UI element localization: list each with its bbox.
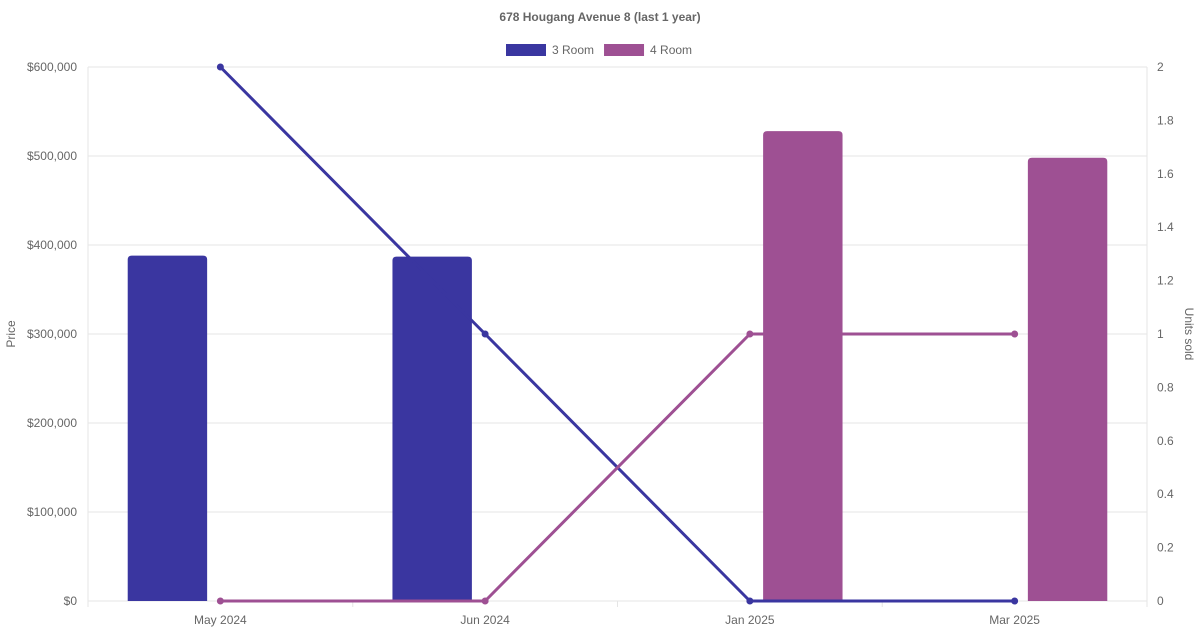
y-axis-right-tick-label: 2 [1157,60,1164,74]
legend-swatch [506,44,546,56]
bar [392,256,472,601]
data-point [746,330,754,338]
y-axis-right-tick-label: 0 [1157,594,1164,608]
y-axis-left-title: Price [4,320,18,348]
x-axis-tick-label: Jun 2024 [460,613,510,627]
bar [127,255,208,601]
data-point [481,330,489,338]
legend-label: 3 Room [552,43,594,57]
y-axis-right-tick-label: 0.8 [1157,380,1174,394]
y-axis-right-tick-label: 0.4 [1157,487,1174,501]
y-axis-right-tick-label: 1.8 [1157,113,1174,127]
y-axis-right-tick-label: 1.6 [1157,167,1174,181]
x-axis-tick-label: May 2024 [194,613,247,627]
data-point [1011,597,1019,605]
y-axis-left-ticks: $0 $100,000 $200,000 $300,000 $400,000 $500,0… [27,60,77,608]
y-axis-right-tick-label: 1 [1157,327,1164,341]
data-point [481,597,489,605]
series-line [220,332,1015,603]
bar [763,131,843,601]
y-axis-right-tick-label: 1.4 [1157,220,1174,234]
y-axis-left-tick-label: $300,000 [27,327,77,341]
y-axis-left-tick-label: $400,000 [27,238,77,252]
y-axis-right-tick-label: 0.6 [1157,434,1174,448]
legend-swatch [604,44,645,56]
y-axis-left-tick-label: $0 [64,594,78,608]
data-point [746,597,754,605]
y-axis-left-tick-label: $200,000 [27,416,77,430]
data-point [216,63,224,71]
series-lines [219,65,1015,603]
x-axis-ticks: May 2024 Jun 2024 Jan 2025 Mar 2025 [194,613,1040,627]
y-axis-right-title: Units sold [1182,308,1196,361]
y-axis-left-tick-label: $600,000 [27,60,77,74]
data-point [216,597,224,605]
y-axis-right-tick-label: 1.2 [1157,274,1174,288]
x-axis-tick-label: Jan 2025 [725,613,775,627]
bars [127,131,1108,601]
bar [1027,157,1108,601]
y-axis-right-ticks: 0 0.2 0.4 0.6 0.8 1 1.2 1.4 1.6 1.8 2 [1157,60,1174,608]
legend-label: 4 Room [650,43,692,57]
y-axis-right-tick-label: 0.2 [1157,541,1174,555]
grid-lines [87,66,1148,607]
chart-title: 678 Hougang Avenue 8 (last 1 year) [499,10,700,24]
legend: 3 Room 4 Room [506,43,692,57]
x-axis-tick-label: Mar 2025 [989,613,1040,627]
y-axis-left-tick-label: $500,000 [27,149,77,163]
y-axis-left-tick-label: $100,000 [27,505,77,519]
data-point [1011,330,1019,338]
series-points [216,63,1019,605]
